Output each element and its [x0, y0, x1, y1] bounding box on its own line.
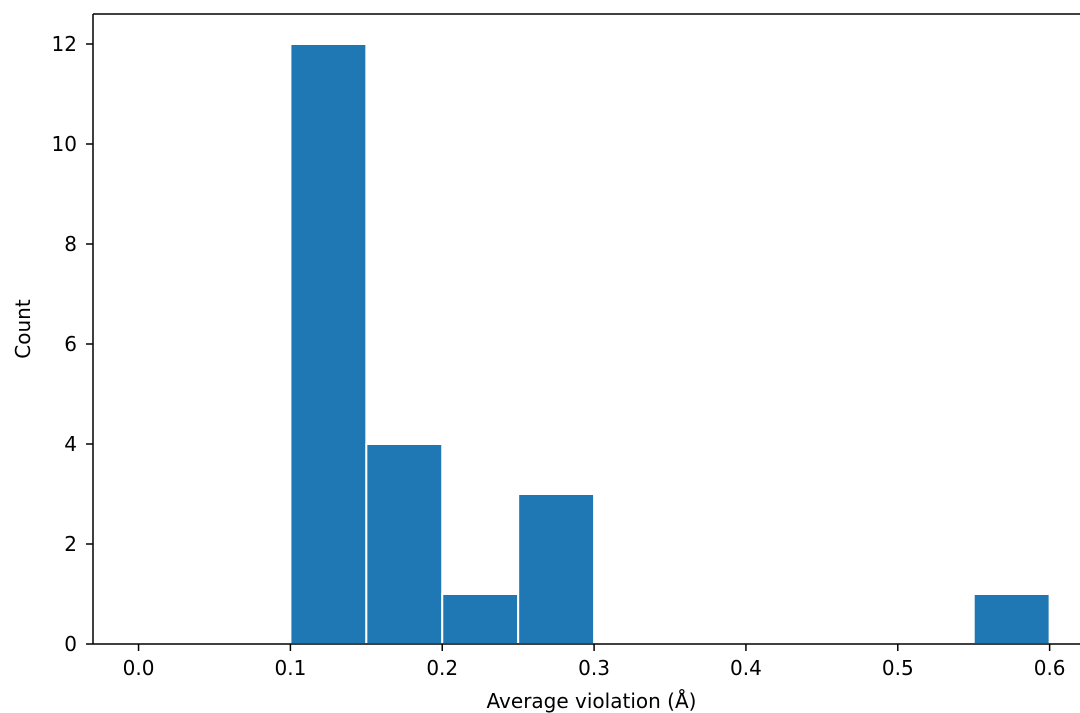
- x-tick-label: 0.4: [730, 656, 762, 680]
- x-tick-label: 0.1: [274, 656, 306, 680]
- x-tick-label: 0.6: [1034, 656, 1066, 680]
- histogram-bar-1: [365, 443, 444, 645]
- x-tick-label: 0.0: [123, 656, 155, 680]
- y-ticks-group: 0 2 4 6 8 10 12: [52, 32, 93, 656]
- x-tick-label: 0.2: [426, 656, 458, 680]
- x-tick-label: 0.5: [882, 656, 914, 680]
- y-tick-label: 8: [64, 232, 77, 256]
- histogram-bar-2: [441, 593, 520, 645]
- bars-group: [289, 43, 1051, 645]
- y-tick-label: 0: [64, 632, 77, 656]
- y-axis-label: Count: [11, 299, 35, 359]
- histogram-bar-4: [972, 593, 1051, 645]
- y-tick-label: 6: [64, 332, 77, 356]
- histogram-bar-0: [289, 43, 368, 645]
- x-axis-label: Average violation (Å): [487, 689, 697, 713]
- histogram-bar-3: [517, 493, 596, 645]
- x-ticks-group: 0.0 0.1 0.2 0.3 0.4 0.5 0.6: [123, 644, 1066, 680]
- axes-spines: [92, 13, 1080, 645]
- y-tick-label: 4: [64, 432, 77, 456]
- y-tick-label: 10: [52, 132, 77, 156]
- y-tick-label: 12: [52, 32, 77, 56]
- x-tick-label: 0.3: [578, 656, 610, 680]
- y-tick-label: 2: [64, 532, 77, 556]
